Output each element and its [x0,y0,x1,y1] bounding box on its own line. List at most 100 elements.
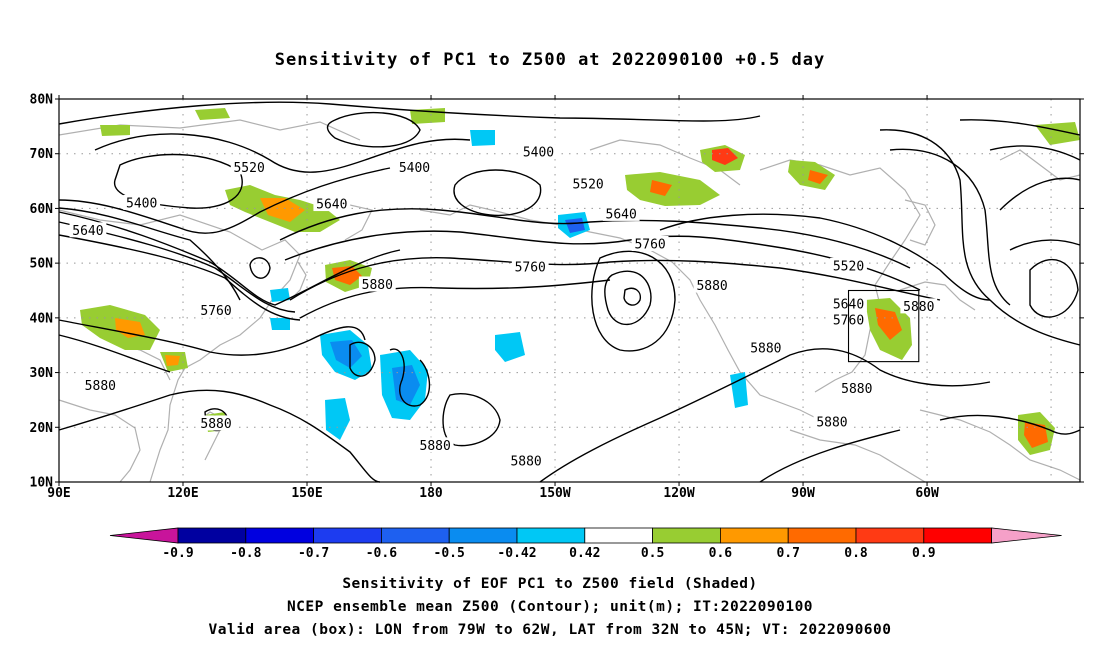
sensitivity-patch [100,125,130,136]
lat-label: 50N [30,257,54,272]
z500-contour-line [58,221,296,313]
z500-contour-line [659,213,991,301]
contour-label: 5520 [833,259,864,274]
footer-line-3: Valid area (box): LON from 79W to 62W, L… [208,622,892,638]
colorbar-segment [923,527,992,544]
contour-label-bg [693,277,731,293]
sensitivity-patch [875,308,902,340]
contour-label-bg [520,144,557,160]
contour-label-bg [313,196,351,212]
z500-contour-line [58,319,366,356]
coastline [759,159,921,393]
z500-contour-line [1029,259,1079,318]
lat-label: 70N [30,147,54,162]
contour-label: 5880 [510,455,541,470]
lat-label: 20N [30,421,54,436]
colorbar-segment [516,527,586,544]
colorbar-segment [720,527,789,544]
contour-label: 5880 [200,417,231,432]
contour-label: 5880 [420,439,451,454]
contour-label: 5880 [696,279,727,294]
contour-label-bg [507,453,545,469]
contour-label-bg [747,339,785,355]
colorbar-segment [177,527,247,544]
contour-label: 5880 [750,341,781,356]
map-title: Sensitivity of PC1 to Z500 at 2022090100… [274,50,826,70]
z500-contour-line [604,270,652,326]
sensitivity-patch [495,332,525,362]
lon-label: 90W [791,486,815,501]
contour-label: 5760 [200,304,231,319]
contour-label: 5880 [841,382,872,397]
lon-label: 120E [167,486,198,501]
sensitivity-patch [808,170,828,184]
contour-label-bg [358,276,396,292]
z500-contour-line [1009,239,1081,251]
sensitivity-patch [330,340,362,368]
z500-contour-line [58,234,301,321]
contour-label-bg [813,413,851,429]
lat-label: 10N [30,476,54,491]
z500-contour-line [58,334,171,373]
colorbar-label: -0.42 [497,546,536,561]
coastline [589,139,741,186]
colorbar-label: -0.6 [366,546,397,561]
colorbar-segment [313,527,382,544]
sensitivity-patch [625,172,720,206]
sensitivity-patch [325,398,350,440]
z500-contour-line [989,145,1081,161]
colorbar-segment [584,527,653,544]
colorbar-label: 0.8 [844,546,868,561]
z500-contour-line [299,279,611,319]
valid-area-box [847,289,920,363]
lon-label: 150E [291,486,322,501]
sensitivity-patch [1024,422,1048,448]
sensitivity-patch [650,180,672,196]
z500-contour-line [959,119,1081,136]
lon-label: 90E [47,486,70,501]
coastline [419,204,831,426]
z500-contour-line [279,208,911,269]
contour-label: 5880 [362,278,393,293]
contour-label: 5760 [515,260,546,275]
contour-label-bg [230,159,268,175]
colorbar-label: 0.7 [776,546,799,561]
z500-contour-line [453,169,542,217]
colorbar-segment [448,527,518,544]
lon-label: 120W [663,486,694,501]
colorbar-segment [787,527,857,544]
contour-label: 5400 [523,146,554,161]
contour-label: 5520 [233,161,264,176]
contour-label-bg [123,194,161,210]
z500-contour-line [58,167,391,234]
z500-contour-line [939,414,1081,435]
colorbar-label: -0.8 [230,546,261,561]
z500-contour-line [889,148,1011,306]
colorbar-label: -0.7 [298,546,329,561]
colorbar-label: 0.5 [641,546,664,561]
sensitivity-patch [712,148,738,165]
z500-contour-line [623,287,642,306]
lat-label: 40N [30,311,54,326]
z500-contour-line [58,101,761,125]
contour-label-bg [396,159,433,175]
contour-label-bg [631,235,669,251]
z500-contour-line [389,348,431,407]
colorbar-segment [652,527,721,544]
z500-contour-line [442,393,501,447]
contour-label-bg [830,257,867,273]
contour-label: 5760 [634,237,665,252]
colorbar-label: 0.9 [912,546,935,561]
coastline-layer [58,119,1081,483]
colorbar-label: -0.9 [162,546,193,561]
contour-label: 5880 [816,415,847,430]
z500-contour-line [539,348,991,483]
z500-contour-line [58,211,401,306]
colorbar: -0.9 -0.8 -0.7 -0.6 -0.5 -0.42 0.42 0.5 0.6 0.7 0.… [109,527,1062,561]
sensitivity-patch [195,108,230,120]
contour-label-bg [838,380,876,396]
contour-label: 5640 [316,198,347,213]
map-frame [58,98,1081,483]
footer-line-2: NCEP ensemble mean Z500 (Contour); unit(… [286,599,814,615]
